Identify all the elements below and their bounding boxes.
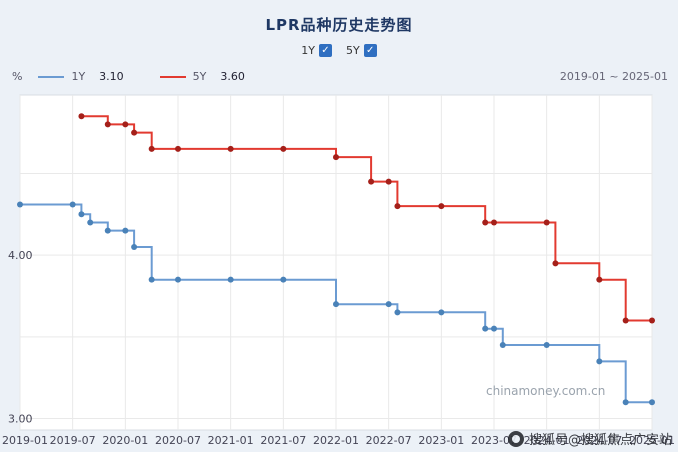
svg-text:2022-01: 2022-01 — [313, 434, 359, 447]
svg-text:2021-01: 2021-01 — [208, 434, 254, 447]
svg-text:2020-01: 2020-01 — [102, 434, 148, 447]
y-axis-unit-label: % — [12, 70, 23, 83]
svg-text:4.00: 4.00 — [8, 249, 33, 262]
toggle-1y[interactable]: 1Y ✓ — [301, 44, 332, 57]
svg-text:2025-01: 2025-01 — [629, 434, 675, 447]
legend-5y-value: 3.60 — [220, 70, 245, 83]
toggle-5y[interactable]: 5Y ✓ — [346, 44, 377, 57]
svg-text:2024-07: 2024-07 — [576, 434, 622, 447]
checkbox-checked-icon[interactable]: ✓ — [319, 44, 332, 57]
svg-text:2024-01: 2024-01 — [524, 434, 570, 447]
legend-1y-line-icon — [38, 75, 65, 78]
toggle-5y-label: 5Y — [346, 44, 360, 57]
svg-text:2021-07: 2021-07 — [260, 434, 306, 447]
sohu-watermark-text: 搜狐号@搜狐焦点广安站 — [528, 433, 672, 448]
chinamoney-watermark: chinamoney.com.cn — [486, 384, 606, 398]
svg-text:2023-01: 2023-01 — [418, 434, 464, 447]
svg-text:2020-07: 2020-07 — [155, 434, 201, 447]
legend-1y-value: 3.10 — [99, 70, 124, 83]
legend-5y-name: 5Y — [192, 70, 207, 83]
chart-title: LPR品种历史走势图 — [265, 16, 413, 34]
legend: % 1Y 3.10 5Y 3.60 2019-01 ~ 2025-01 — [12, 70, 668, 83]
series-toggles: 1Y ✓ 5Y ✓ — [0, 44, 678, 57]
svg-text:2023-07: 2023-07 — [471, 434, 517, 447]
svg-text:2022-07: 2022-07 — [366, 434, 412, 447]
legend-item-5y: 5Y 3.60 — [159, 70, 245, 83]
toggle-1y-label: 1Y — [301, 44, 315, 57]
legend-1y-name: 1Y — [71, 70, 86, 83]
legend-item-1y: 1Y 3.10 — [38, 70, 124, 83]
sohu-watermark: 搜狐号@搜狐焦点广安站 — [507, 429, 672, 448]
checkbox-checked-icon[interactable]: ✓ — [363, 44, 377, 57]
svg-text:2019-07: 2019-07 — [50, 434, 96, 447]
svg-text:2019-01: 2019-01 — [2, 434, 48, 447]
sohu-logo-icon — [507, 430, 524, 447]
date-range-label: 2019-01 ~ 2025-01 — [559, 70, 668, 83]
svg-text:3.00: 3.00 — [8, 413, 33, 426]
legend-5y-line-icon — [159, 75, 186, 78]
